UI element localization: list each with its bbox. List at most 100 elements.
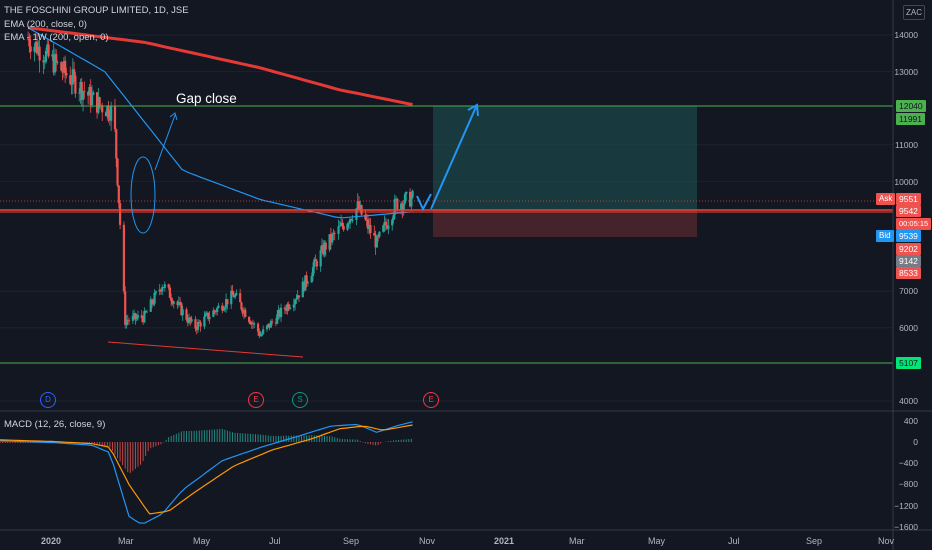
candle-body bbox=[199, 322, 202, 327]
gap-ellipse bbox=[130, 156, 156, 234]
candle-body bbox=[269, 321, 272, 328]
candle-body bbox=[259, 335, 262, 337]
candle-body bbox=[81, 91, 85, 100]
candle-body bbox=[56, 62, 59, 63]
candle-body bbox=[292, 304, 295, 308]
candle-body bbox=[287, 304, 290, 309]
candle-body bbox=[373, 233, 376, 236]
ema-weekly-legend[interactable]: EMA - 1W (200, open, 0) bbox=[4, 32, 109, 43]
earnings-event[interactable]: E bbox=[423, 392, 439, 408]
candle-body bbox=[357, 201, 361, 210]
candle-body bbox=[244, 309, 247, 317]
candle-body bbox=[402, 203, 405, 210]
candle-body bbox=[341, 222, 344, 227]
candle-body bbox=[177, 302, 180, 306]
candle-body bbox=[223, 307, 226, 310]
candle-body bbox=[44, 50, 48, 62]
earnings-event[interactable]: E bbox=[248, 392, 264, 408]
candle-body bbox=[189, 317, 192, 322]
candle-body bbox=[277, 309, 280, 315]
candle-body bbox=[158, 289, 161, 292]
candle-body bbox=[302, 281, 306, 291]
candle-body bbox=[28, 38, 31, 47]
candle-body bbox=[405, 191, 408, 195]
candle-body bbox=[135, 317, 138, 320]
candle-body bbox=[170, 297, 173, 301]
candle-body bbox=[304, 275, 307, 291]
time-axis-label: Nov bbox=[419, 536, 436, 546]
split-event[interactable]: S bbox=[292, 392, 308, 408]
candle-body bbox=[83, 91, 86, 93]
time-axis-label: 2021 bbox=[494, 536, 515, 546]
candle-body bbox=[98, 97, 101, 106]
candle-body bbox=[265, 325, 269, 330]
candle-body bbox=[37, 46, 40, 54]
candle-body bbox=[203, 316, 206, 327]
candle-body bbox=[297, 295, 301, 298]
candle-body bbox=[368, 224, 371, 229]
candle-body bbox=[356, 201, 359, 209]
candle-body bbox=[333, 233, 336, 235]
candle-body bbox=[134, 313, 137, 320]
candle-body bbox=[140, 315, 143, 318]
candle-body bbox=[378, 231, 381, 237]
candle-body bbox=[241, 309, 244, 314]
candle-body bbox=[278, 309, 281, 318]
macd-axis-label: −1200 bbox=[894, 501, 918, 511]
macd-legend[interactable]: MACD (12, 26, close, 9) bbox=[4, 419, 106, 430]
candle-body bbox=[196, 321, 200, 330]
gap-close-annotation[interactable]: Gap close bbox=[176, 91, 237, 106]
candle-body bbox=[42, 60, 45, 63]
candle-body bbox=[116, 158, 119, 186]
price-axis-label: 7000 bbox=[899, 286, 918, 296]
candle-body bbox=[296, 295, 299, 299]
candle-body bbox=[359, 205, 362, 210]
candle-body bbox=[329, 234, 332, 243]
price-axis-label: 11000 bbox=[894, 140, 918, 150]
candle-body bbox=[226, 299, 229, 305]
time-axis-label: Jul bbox=[728, 536, 740, 546]
candle-body bbox=[391, 219, 394, 226]
time-axis-label: Nov bbox=[878, 536, 895, 546]
dividend-event[interactable]: D bbox=[40, 392, 56, 408]
candle-body bbox=[71, 69, 74, 85]
candle-body bbox=[127, 320, 131, 322]
candle-body bbox=[383, 221, 386, 226]
candle-body bbox=[144, 311, 147, 313]
ema-daily-legend[interactable]: EMA (200, close, 0) bbox=[4, 19, 87, 30]
candle-body bbox=[150, 299, 154, 305]
candle-body bbox=[351, 219, 354, 221]
candle-body bbox=[374, 235, 377, 248]
trendline bbox=[107, 341, 304, 358]
time-axis-label: May bbox=[193, 536, 211, 546]
candle-body bbox=[43, 61, 46, 63]
candle-body bbox=[385, 225, 389, 229]
candle-body bbox=[411, 190, 414, 198]
candle-body bbox=[198, 321, 201, 323]
high-price-tag: 9202 bbox=[896, 243, 921, 255]
candle-body bbox=[110, 105, 113, 121]
candle-body bbox=[400, 203, 403, 210]
chart-title: THE FOSCHINI GROUP LIMITED, 1D, JSE bbox=[4, 5, 189, 16]
candles bbox=[27, 31, 414, 339]
candle-body bbox=[319, 250, 322, 267]
candle-body bbox=[52, 54, 55, 73]
candle-body bbox=[46, 44, 49, 51]
candle-body bbox=[346, 223, 349, 230]
currency-badge[interactable]: ZAC bbox=[903, 5, 925, 20]
candle-body bbox=[394, 198, 398, 200]
candle-body bbox=[62, 60, 65, 73]
candle-body bbox=[377, 236, 380, 238]
price-axis-label: 13000 bbox=[894, 67, 918, 77]
candle-body bbox=[115, 129, 118, 159]
candle-body bbox=[288, 307, 292, 309]
candle-body bbox=[141, 317, 145, 323]
candle-body bbox=[64, 60, 67, 73]
price-axis-label: 4000 bbox=[899, 396, 918, 406]
candle-body bbox=[258, 331, 261, 336]
candle-body bbox=[375, 236, 378, 248]
candle-body bbox=[331, 233, 334, 243]
candle-body bbox=[162, 287, 165, 288]
candle-body bbox=[342, 226, 345, 230]
